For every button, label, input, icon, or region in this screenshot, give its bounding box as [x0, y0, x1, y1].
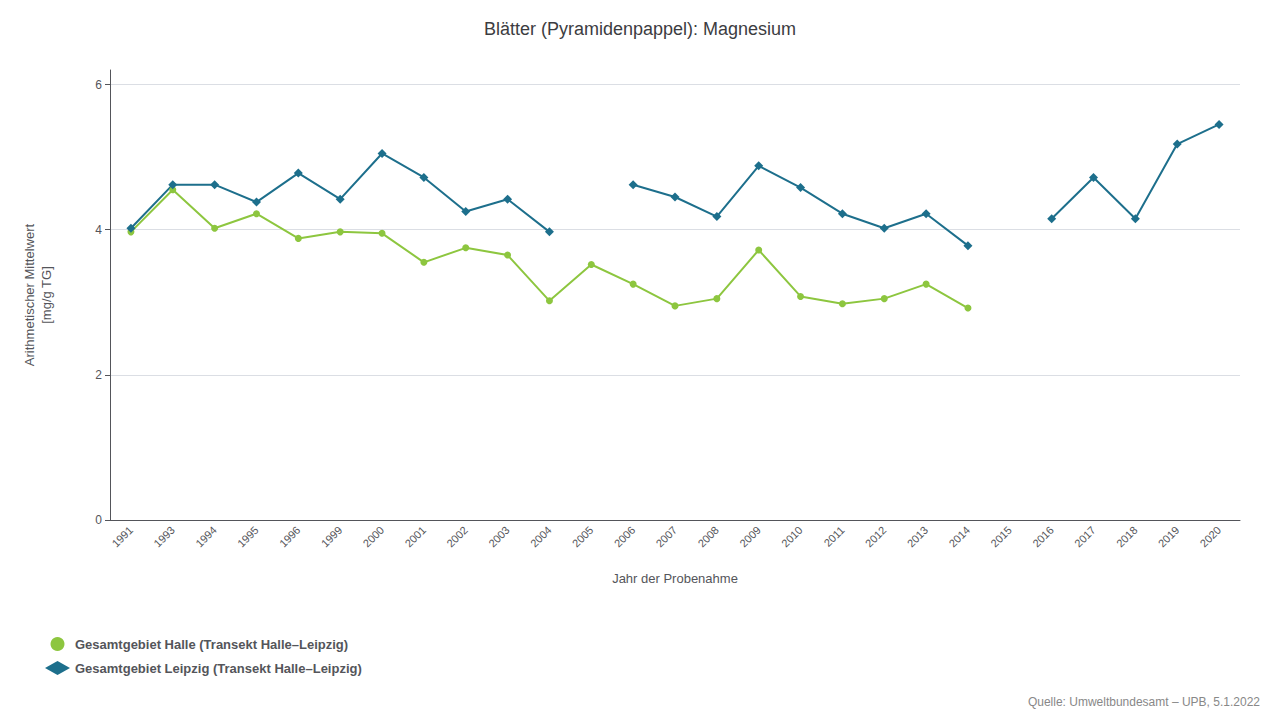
- svg-text:1993: 1993: [151, 524, 177, 550]
- svg-text:2004: 2004: [528, 524, 554, 550]
- svg-text:2020: 2020: [1198, 524, 1224, 550]
- svg-text:Gesamtgebiet Leipzig (Transekt: Gesamtgebiet Leipzig (Transekt Halle–Lei…: [75, 661, 362, 676]
- svg-text:2010: 2010: [779, 524, 805, 550]
- svg-text:6: 6: [95, 78, 102, 92]
- svg-text:1994: 1994: [193, 524, 219, 550]
- svg-text:Jahr der Probenahme: Jahr der Probenahme: [612, 571, 738, 586]
- svg-text:2018: 2018: [1114, 524, 1140, 550]
- svg-text:1991: 1991: [109, 524, 135, 550]
- svg-text:Arithmetischer Mittelwert: Arithmetischer Mittelwert: [22, 223, 37, 366]
- svg-text:2017: 2017: [1072, 524, 1098, 550]
- svg-text:1999: 1999: [319, 524, 345, 550]
- svg-text:2005: 2005: [570, 524, 596, 550]
- svg-text:2002: 2002: [444, 524, 470, 550]
- svg-text:2006: 2006: [612, 524, 638, 550]
- svg-text:2014: 2014: [946, 524, 972, 550]
- svg-text:2015: 2015: [988, 524, 1014, 550]
- svg-text:4: 4: [95, 223, 102, 237]
- svg-text:1996: 1996: [277, 524, 303, 550]
- svg-text:2000: 2000: [361, 524, 387, 550]
- svg-text:0: 0: [95, 513, 102, 527]
- svg-text:2016: 2016: [1030, 524, 1056, 550]
- svg-text:2012: 2012: [863, 524, 889, 550]
- svg-text:1995: 1995: [235, 524, 261, 550]
- svg-text:2008: 2008: [695, 524, 721, 550]
- svg-text:2007: 2007: [653, 524, 679, 550]
- svg-text:Blätter (Pyramidenpappel): Mag: Blätter (Pyramidenpappel): Magnesium: [484, 19, 796, 39]
- svg-text:2001: 2001: [402, 524, 428, 550]
- svg-text:2: 2: [95, 368, 102, 382]
- svg-text:2009: 2009: [737, 524, 763, 550]
- svg-text:Gesamtgebiet Halle (Transekt H: Gesamtgebiet Halle (Transekt Halle–Leipz…: [75, 637, 348, 652]
- svg-text:2003: 2003: [486, 524, 512, 550]
- svg-text:2013: 2013: [905, 524, 931, 550]
- svg-text:Quelle: Umweltbundesamt – UPB,: Quelle: Umweltbundesamt – UPB, 5.1.2022: [1028, 695, 1260, 709]
- svg-text:2011: 2011: [821, 524, 846, 549]
- svg-text:2019: 2019: [1156, 524, 1182, 550]
- svg-text:[mg/g TG]: [mg/g TG]: [39, 266, 54, 324]
